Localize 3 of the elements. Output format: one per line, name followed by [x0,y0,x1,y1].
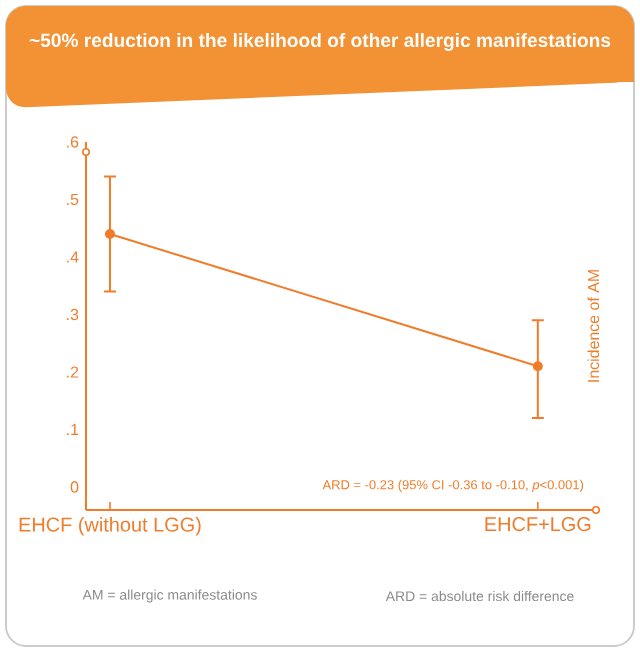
x-tick-label: EHCF (without LGG) [19,517,201,536]
x-tick-label: EHCF+LGG [485,517,591,532]
chart-title: ~50% reduction in the likelihood of other allergic manifestations [29,33,611,51]
